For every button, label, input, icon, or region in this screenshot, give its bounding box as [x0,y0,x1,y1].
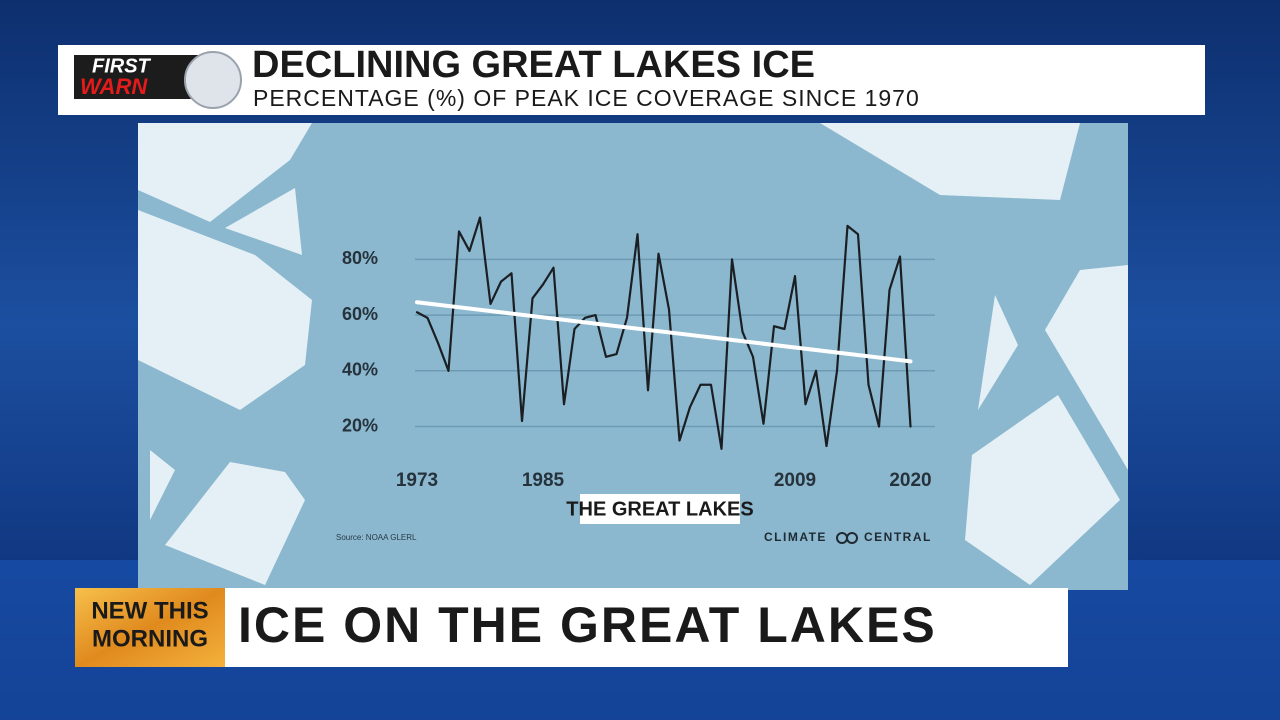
logo-ring [846,532,858,544]
credit-logo [836,532,858,544]
x-tick-label: 1973 [396,470,438,491]
ice [1045,265,1128,470]
ice [965,395,1120,585]
tag-box [75,588,225,667]
ice [138,210,312,410]
y-tick-label: 20% [342,415,378,435]
x-tick-label: 2020 [889,470,931,491]
ice [165,462,305,585]
header-bar [58,45,1205,115]
headline-bar [225,588,1068,667]
ice [978,295,1018,410]
y-tick-label: 60% [342,304,378,324]
ice [820,123,1080,200]
chart-title: DECLINING GREAT LAKES ICE [252,44,815,86]
source: Source: NOAA GLERL [336,533,417,542]
logo-eye [184,51,242,109]
x-tick-label: 1985 [522,470,565,491]
label-box [580,494,740,524]
chart-label: THE GREAT LAKES [566,498,753,520]
credit-left: CLIMATE [764,530,827,544]
trend-line [415,300,913,364]
ice [150,450,175,520]
tag-line: NEW THIS [91,597,208,624]
y-tick-label: 40% [342,360,378,380]
data-line [415,216,912,450]
ice-shapes [138,123,1128,585]
ice [138,123,312,222]
plot: 20% 40% 60% 80% 1973 1985 2009 2020 [342,216,935,491]
logo-top: FIRST [92,55,152,77]
ice [225,188,302,255]
headline: ICE ON THE GREAT LAKES [238,597,937,653]
credit-right: CENTRAL [864,530,932,544]
logo-bottom: WARN [80,74,148,99]
chart-subtitle: PERCENTAGE (%) OF PEAK ICE COVERAGE SINC… [253,85,920,111]
y-tick-label: 80% [342,248,378,268]
tag-line: MORNING [92,625,208,652]
x-tick-label: 2009 [774,470,816,491]
